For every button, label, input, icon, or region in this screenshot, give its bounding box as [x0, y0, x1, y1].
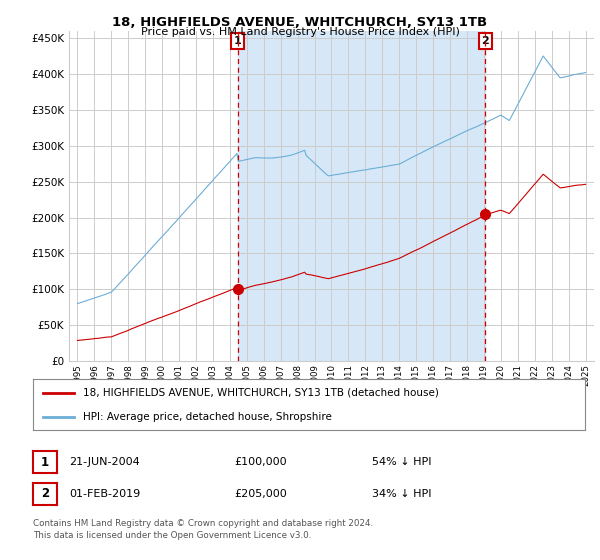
Text: £205,000: £205,000 [234, 489, 287, 499]
Text: 2: 2 [481, 36, 489, 46]
Text: 2: 2 [41, 487, 49, 501]
Text: 1: 1 [234, 36, 242, 46]
Text: 54% ↓ HPI: 54% ↓ HPI [372, 457, 431, 467]
Text: This data is licensed under the Open Government Licence v3.0.: This data is licensed under the Open Gov… [33, 531, 311, 540]
Text: £100,000: £100,000 [234, 457, 287, 467]
Bar [238, 31, 485, 361]
Text: 1: 1 [41, 455, 49, 469]
Text: 21-JUN-2004: 21-JUN-2004 [69, 457, 140, 467]
Text: 01-FEB-2019: 01-FEB-2019 [69, 489, 140, 499]
Text: 18, HIGHFIELDS AVENUE, WHITCHURCH, SY13 1TB (detached house): 18, HIGHFIELDS AVENUE, WHITCHURCH, SY13 … [83, 388, 439, 398]
Text: 18, HIGHFIELDS AVENUE, WHITCHURCH, SY13 1TB: 18, HIGHFIELDS AVENUE, WHITCHURCH, SY13 … [112, 16, 488, 29]
Text: Contains HM Land Registry data © Crown copyright and database right 2024.: Contains HM Land Registry data © Crown c… [33, 519, 373, 528]
Text: Price paid vs. HM Land Registry's House Price Index (HPI): Price paid vs. HM Land Registry's House … [140, 27, 460, 37]
Text: 34% ↓ HPI: 34% ↓ HPI [372, 489, 431, 499]
Text: HPI: Average price, detached house, Shropshire: HPI: Average price, detached house, Shro… [83, 412, 332, 422]
